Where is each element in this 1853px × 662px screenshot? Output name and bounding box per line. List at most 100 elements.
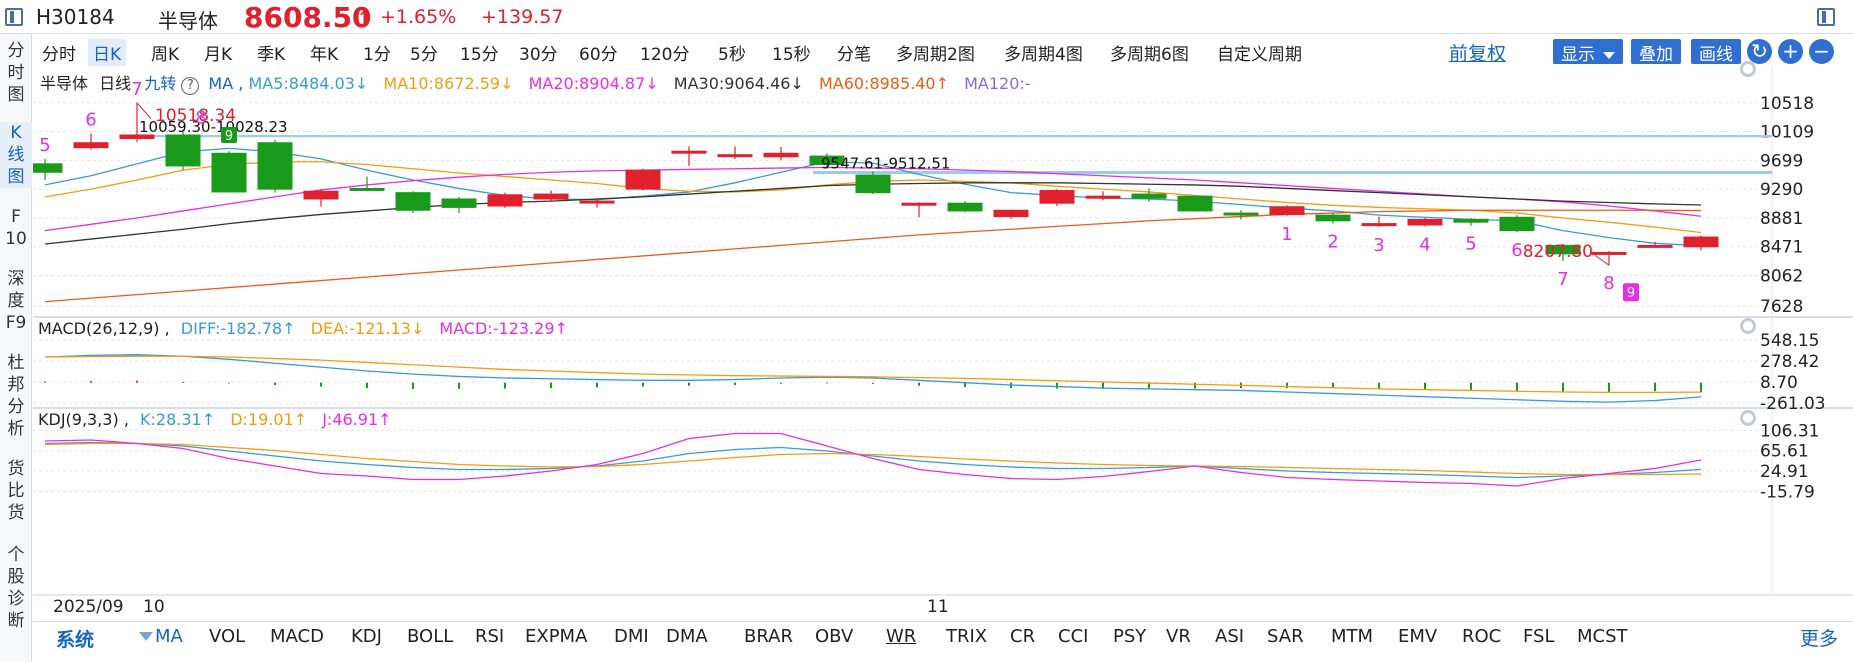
period-tab[interactable]: 多周期6图 [1110, 45, 1189, 65]
indicator-tab[interactable]: OBV [815, 626, 854, 647]
candle-body [257, 142, 293, 190]
candle-body [855, 174, 891, 194]
display-button[interactable]: 显示 [1553, 39, 1623, 65]
indicator-tab[interactable]: MCST [1577, 626, 1628, 647]
kdj-settings-gear-icon[interactable] [1740, 410, 1756, 426]
ma120-value: MA120:- [964, 74, 1031, 93]
period-tab[interactable]: 5分 [410, 45, 438, 65]
indicator-tab[interactable]: EMV [1398, 626, 1438, 647]
kline-chart-svg[interactable]: 1051810109969992908881847180627628548.15… [33, 68, 1853, 610]
candle-body [993, 209, 1029, 218]
kdj-axis-label: 106.31 [1760, 421, 1819, 441]
panel-toggle-icon[interactable] [5, 8, 23, 26]
macd-axis-label: 8.70 [1760, 373, 1798, 393]
period-tab[interactable]: 15秒 [772, 45, 811, 65]
candle-body [947, 202, 983, 212]
indicator-tab[interactable]: BOLL [407, 626, 454, 647]
draw-button[interactable]: 画线 [1691, 39, 1741, 65]
system-dropdown[interactable]: 系统 [56, 629, 95, 651]
low-pointer [1594, 254, 1610, 266]
indicator-tab[interactable]: PSY [1113, 626, 1147, 647]
candle-body [1177, 195, 1213, 212]
stock-code: H30184 [36, 5, 115, 29]
period-tab[interactable]: 15分 [460, 45, 499, 65]
candle-body [1683, 236, 1719, 248]
indicator-tab[interactable]: KDJ [351, 626, 382, 647]
indicator-tab[interactable]: RSI [475, 626, 505, 647]
kdj-name: KDJ(9,3,3) , [38, 410, 129, 429]
macd-axis-label: 278.42 [1760, 352, 1819, 372]
period-tab[interactable]: 1分 [363, 45, 391, 65]
help-icon[interactable]: ? [181, 77, 200, 95]
period-tab[interactable]: 分时 [42, 45, 76, 65]
indicator-tab[interactable]: WR [886, 626, 917, 647]
indicator-tab[interactable]: EXPMA [525, 626, 588, 647]
abs-change: +139.57 [481, 6, 564, 28]
period-tab[interactable]: 自定义周期 [1217, 45, 1302, 65]
tab-diagnosis[interactable]: 个 股 诊 断 [0, 544, 32, 632]
candle-body [487, 194, 523, 207]
date-label: 2025/09 [53, 597, 124, 617]
chevron-down-icon[interactable] [139, 632, 153, 641]
period-tab[interactable]: 多周期2图 [896, 45, 975, 65]
indicator-tab[interactable]: VR [1166, 626, 1191, 647]
period-tab-active[interactable]: 日K [88, 39, 127, 66]
period-tab[interactable]: 月K [204, 45, 233, 65]
candle-body [625, 169, 661, 190]
indicator-tab[interactable]: DMA [666, 626, 708, 647]
tab-kline[interactable]: K 线 图 [0, 122, 32, 188]
left-tab-bar: 分 时 图 K 线 图 F 10 深 度 F9 杜 邦 分 析 货 比 货 个 … [0, 34, 32, 662]
refresh-icon[interactable]: ↻ [1747, 39, 1772, 64]
chart-area[interactable]: 10518 10109 9699 9290 8881 8471 8062 7628 548.15… [33, 61, 1853, 610]
candle-body [441, 198, 477, 208]
tab-compare[interactable]: 货 比 货 [0, 458, 32, 524]
indicator-tab[interactable]: ROC [1462, 626, 1502, 647]
more-button[interactable]: 更多 [1800, 628, 1839, 650]
indicator-tab[interactable]: MTM [1331, 626, 1374, 647]
kdj-d-line [44, 442, 1702, 476]
indicator-tab[interactable]: CCI [1058, 626, 1089, 647]
overlay-button[interactable]: 叠加 [1631, 39, 1681, 65]
tab-depth-f9[interactable]: 深 度 F9 [0, 268, 32, 334]
stock-name: 半导体 [158, 9, 218, 33]
zoom-out-icon[interactable]: − [1809, 39, 1834, 64]
zoom-in-icon[interactable]: + [1778, 39, 1803, 64]
indicator-tab-active[interactable]: MA [155, 626, 183, 647]
period-tab[interactable]: 多周期4图 [1004, 45, 1083, 65]
tab-f10[interactable]: F 10 [0, 206, 32, 250]
period-tab[interactable]: 季K [257, 45, 286, 65]
period-tab[interactable]: 年K [310, 45, 339, 65]
price-axis-label: 8881 [1760, 209, 1803, 229]
resistance-band [813, 171, 1772, 175]
period-tab[interactable]: 30分 [519, 45, 558, 65]
candle-body [1637, 244, 1673, 248]
indicator-tab[interactable]: VOL [209, 626, 246, 647]
ma5-value: MA5:8484.03↓ [248, 74, 369, 93]
tab-dupont[interactable]: 杜 邦 分 析 [0, 352, 32, 440]
kdj-legend: KDJ(9,3,3) , K:28.31↑ D:19.01↑ J:46.91↑ [38, 410, 392, 429]
price-axis-label: 9290 [1760, 180, 1803, 200]
indicator-tab[interactable]: CR [1010, 626, 1036, 647]
legend-stock-name: 半导体 [40, 74, 89, 93]
fuquan-dropdown[interactable]: 前复权 [1449, 43, 1507, 65]
indicator-tab[interactable]: ASI [1215, 626, 1245, 647]
indicator-tab[interactable]: FSL [1523, 626, 1555, 647]
price-axis-label: 8471 [1760, 238, 1803, 258]
indicator-tab[interactable]: DMI [614, 626, 649, 647]
indicator-tab[interactable]: MACD [270, 626, 324, 647]
settings-gear-icon[interactable] [1740, 61, 1756, 77]
period-tab[interactable]: 周K [151, 45, 180, 65]
tab-label: 分 时 图 [7, 41, 25, 105]
indicator-tab[interactable]: SAR [1267, 626, 1304, 647]
macd-settings-gear-icon[interactable] [1740, 318, 1756, 334]
jiuzhuan-label[interactable]: 九转 [144, 74, 177, 93]
panel-toggle-right-icon[interactable] [1817, 8, 1835, 26]
indicator-tab[interactable]: BRAR [744, 626, 793, 647]
period-tab[interactable]: 60分 [579, 45, 618, 65]
period-tab[interactable]: 5秒 [718, 45, 746, 65]
tab-timeshare[interactable]: 分 时 图 [0, 40, 32, 106]
period-tab[interactable]: 分笔 [837, 45, 871, 65]
candle-body [211, 152, 247, 193]
period-tab[interactable]: 120分 [640, 45, 690, 65]
indicator-tab[interactable]: TRIX [946, 626, 988, 647]
